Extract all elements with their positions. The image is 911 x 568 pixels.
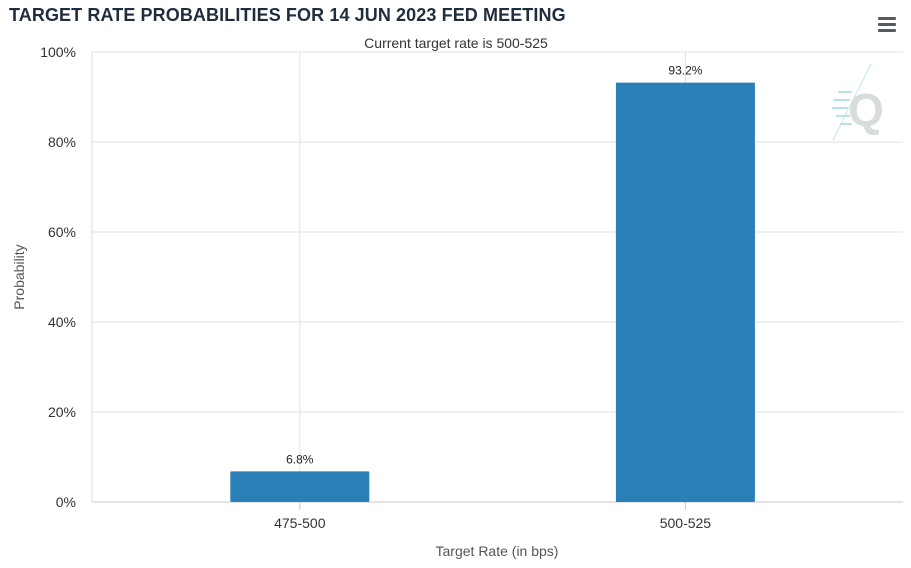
bars bbox=[230, 82, 755, 502]
data-label-475-500: 6.8% bbox=[286, 452, 314, 466]
y-tick-label: 20% bbox=[48, 404, 76, 420]
hamburger-menu-icon[interactable] bbox=[876, 15, 898, 33]
bar-500-525[interactable] bbox=[615, 82, 755, 502]
data-labels: 6.8% 93.2% bbox=[286, 64, 703, 467]
y-tick-label: 60% bbox=[48, 224, 76, 240]
x-tick-label: 475-500 bbox=[274, 515, 326, 531]
chart-subtitle: Current target rate is 500-525 bbox=[364, 35, 548, 51]
y-tick-label: 100% bbox=[40, 44, 76, 60]
data-label-500-525: 93.2% bbox=[668, 64, 702, 78]
y-axis-title: Probability bbox=[11, 244, 27, 309]
y-tick-labels: 0% 20% 40% 60% 80% 100% bbox=[40, 44, 76, 510]
x-tick-labels: 475-500 500-525 bbox=[274, 515, 711, 531]
q-watermark-logo: Q bbox=[832, 63, 884, 141]
grid-layer bbox=[91, 51, 903, 510]
watermark-letter: Q bbox=[848, 84, 884, 136]
x-tick-label: 500-525 bbox=[660, 515, 712, 531]
x-axis-title: Target Rate (in bps) bbox=[436, 543, 559, 559]
y-tick-label: 80% bbox=[48, 134, 76, 150]
chart-title: TARGET RATE PROBABILITIES FOR 14 JUN 202… bbox=[9, 5, 566, 25]
bar-475-500[interactable] bbox=[230, 471, 370, 502]
y-tick-label: 40% bbox=[48, 314, 76, 330]
y-tick-label: 0% bbox=[56, 494, 76, 510]
